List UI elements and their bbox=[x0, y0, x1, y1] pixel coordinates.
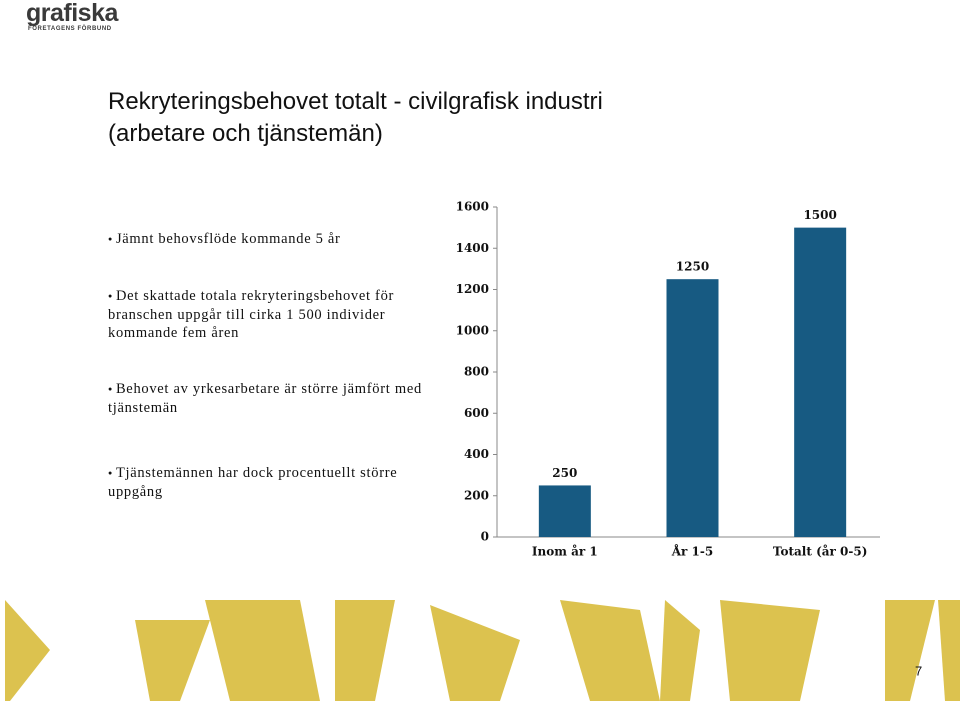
y-tick-label: 1200 bbox=[456, 282, 489, 296]
logo: grafiska FÖRETAGENS FÖRBUND bbox=[26, 0, 118, 32]
x-tick-label: Inom år 1 bbox=[532, 544, 598, 559]
y-tick-label: 0 bbox=[481, 530, 489, 544]
y-tick-label: 1600 bbox=[456, 200, 489, 214]
y-tick-label: 1000 bbox=[456, 323, 489, 337]
bullet: Jämnt behovsflöde kommande 5 år bbox=[108, 230, 438, 249]
y-tick-label: 400 bbox=[464, 447, 489, 461]
bar bbox=[794, 227, 847, 537]
value-label: 1250 bbox=[676, 260, 709, 274]
x-tick-label: Totalt (år 0-5) bbox=[773, 544, 867, 559]
bar bbox=[666, 279, 719, 537]
x-tick-label: År 1-5 bbox=[671, 544, 714, 559]
y-tick-label: 1400 bbox=[456, 241, 489, 255]
title: (arbetare och tjänstemän) bbox=[108, 120, 383, 147]
value-label: 1500 bbox=[803, 208, 836, 222]
logo-subtitle: FÖRETAGENS FÖRBUND bbox=[28, 26, 112, 32]
bullet: Det skattade totala rekryteringsbehovet … bbox=[108, 287, 438, 343]
page-number: 7 bbox=[915, 663, 922, 678]
y-tick-label: 600 bbox=[464, 406, 489, 420]
y-tick-label: 200 bbox=[464, 488, 489, 502]
bullet: Tjänstemännen har dock procentuellt stör… bbox=[108, 464, 438, 501]
bullet: Behovet av yrkesarbetare är större jämfö… bbox=[108, 380, 438, 417]
logo-name: grafiska bbox=[26, 0, 118, 27]
value-label: 250 bbox=[552, 466, 577, 480]
decorative-band bbox=[5, 600, 960, 701]
y-tick-label: 800 bbox=[464, 365, 489, 379]
bar bbox=[538, 485, 591, 537]
title: Rekryteringsbehovet totalt - civilgrafis… bbox=[108, 88, 603, 115]
